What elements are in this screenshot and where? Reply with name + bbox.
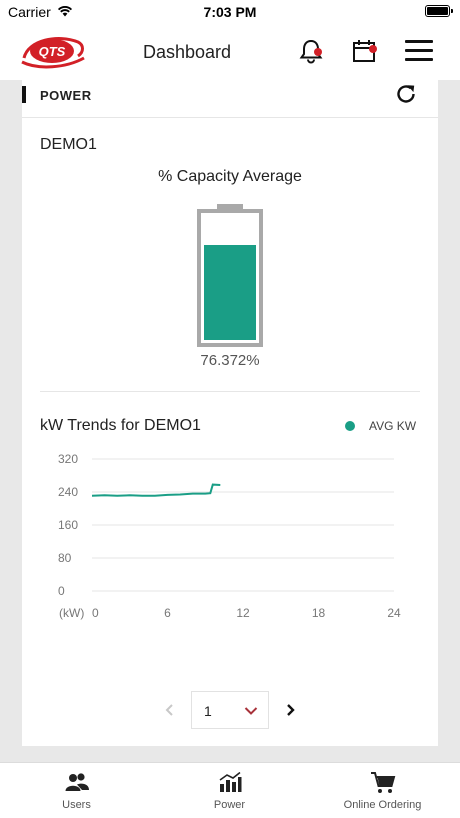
- logo-text: QTS: [39, 44, 66, 59]
- y-tick-label: 240: [58, 485, 78, 499]
- y-tick-label: 320: [58, 452, 78, 466]
- tab-users[interactable]: Users: [0, 763, 153, 818]
- notification-dot: [314, 48, 322, 56]
- section-title: POWER: [40, 88, 92, 103]
- battery-gauge: [197, 209, 263, 347]
- page-select[interactable]: 1: [191, 691, 269, 729]
- series-line: [91, 483, 221, 497]
- y-axis-label: (kW): [59, 606, 84, 620]
- trend-title: kW Trends for DEMO1: [40, 417, 201, 434]
- users-icon: [65, 773, 89, 791]
- bell-icon[interactable]: [299, 38, 323, 64]
- page-title: Dashboard: [142, 42, 232, 62]
- x-tick-label: 18: [312, 606, 326, 620]
- x-tick-label: 24: [387, 606, 401, 620]
- x-tick-label: 12: [236, 606, 250, 620]
- cart-icon: [371, 772, 396, 793]
- legend-marker: [345, 421, 355, 431]
- wifi-icon: [57, 6, 73, 17]
- calendar-icon[interactable]: [352, 38, 378, 64]
- qts-logo: QTS: [21, 37, 85, 69]
- section-marker: [22, 86, 26, 103]
- chevron-down-icon: [244, 707, 258, 715]
- nav-bar: QTS Dashboard: [0, 24, 460, 80]
- carrier-label: Carrier: [8, 4, 51, 20]
- status-bar: Carrier 7:03 PM: [0, 0, 460, 24]
- battery-icon: [425, 5, 453, 17]
- hamburger-menu-icon[interactable]: [405, 40, 433, 62]
- capacity-title: % Capacity Average: [158, 168, 302, 185]
- battery-gauge-cap: [217, 204, 243, 210]
- power-card: POWER DEMO1 % Capacity Average 76.372% k…: [22, 80, 438, 746]
- divider: [40, 391, 420, 392]
- y-tick-label: 160: [58, 518, 78, 532]
- chevron-left-icon[interactable]: [163, 702, 177, 718]
- y-tick-label: 0: [58, 584, 65, 598]
- calendar-dot: [369, 45, 377, 53]
- pager: 1: [22, 690, 438, 730]
- status-time: 7:03 PM: [203, 4, 257, 20]
- chevron-right-icon[interactable]: [283, 702, 297, 718]
- kw-trend-chart: 0 80 160 240 320 0 6 12 18 24 (kW): [58, 452, 401, 620]
- tab-power[interactable]: Power: [153, 763, 306, 818]
- capacity-value: 76.372%: [200, 352, 260, 369]
- battery-gauge-fill: [204, 244, 256, 340]
- x-tick-label: 6: [164, 606, 171, 620]
- tab-power-label: Power: [213, 799, 246, 811]
- bar-chart-icon: [219, 771, 242, 792]
- x-tick-label: 0: [92, 606, 99, 620]
- legend-label: AVG KW: [369, 419, 417, 433]
- tab-online-ordering-label: Online Ordering: [343, 799, 422, 811]
- y-tick-label: 80: [58, 551, 72, 565]
- tab-bar: Users Power Online Ordering: [0, 762, 460, 818]
- page-select-value: 1: [204, 703, 212, 719]
- power-section-header: POWER: [22, 80, 438, 118]
- site-name: DEMO1: [40, 136, 97, 153]
- tab-users-label: Users: [62, 799, 91, 811]
- tab-online-ordering[interactable]: Online Ordering: [306, 763, 459, 818]
- refresh-icon[interactable]: [394, 82, 418, 106]
